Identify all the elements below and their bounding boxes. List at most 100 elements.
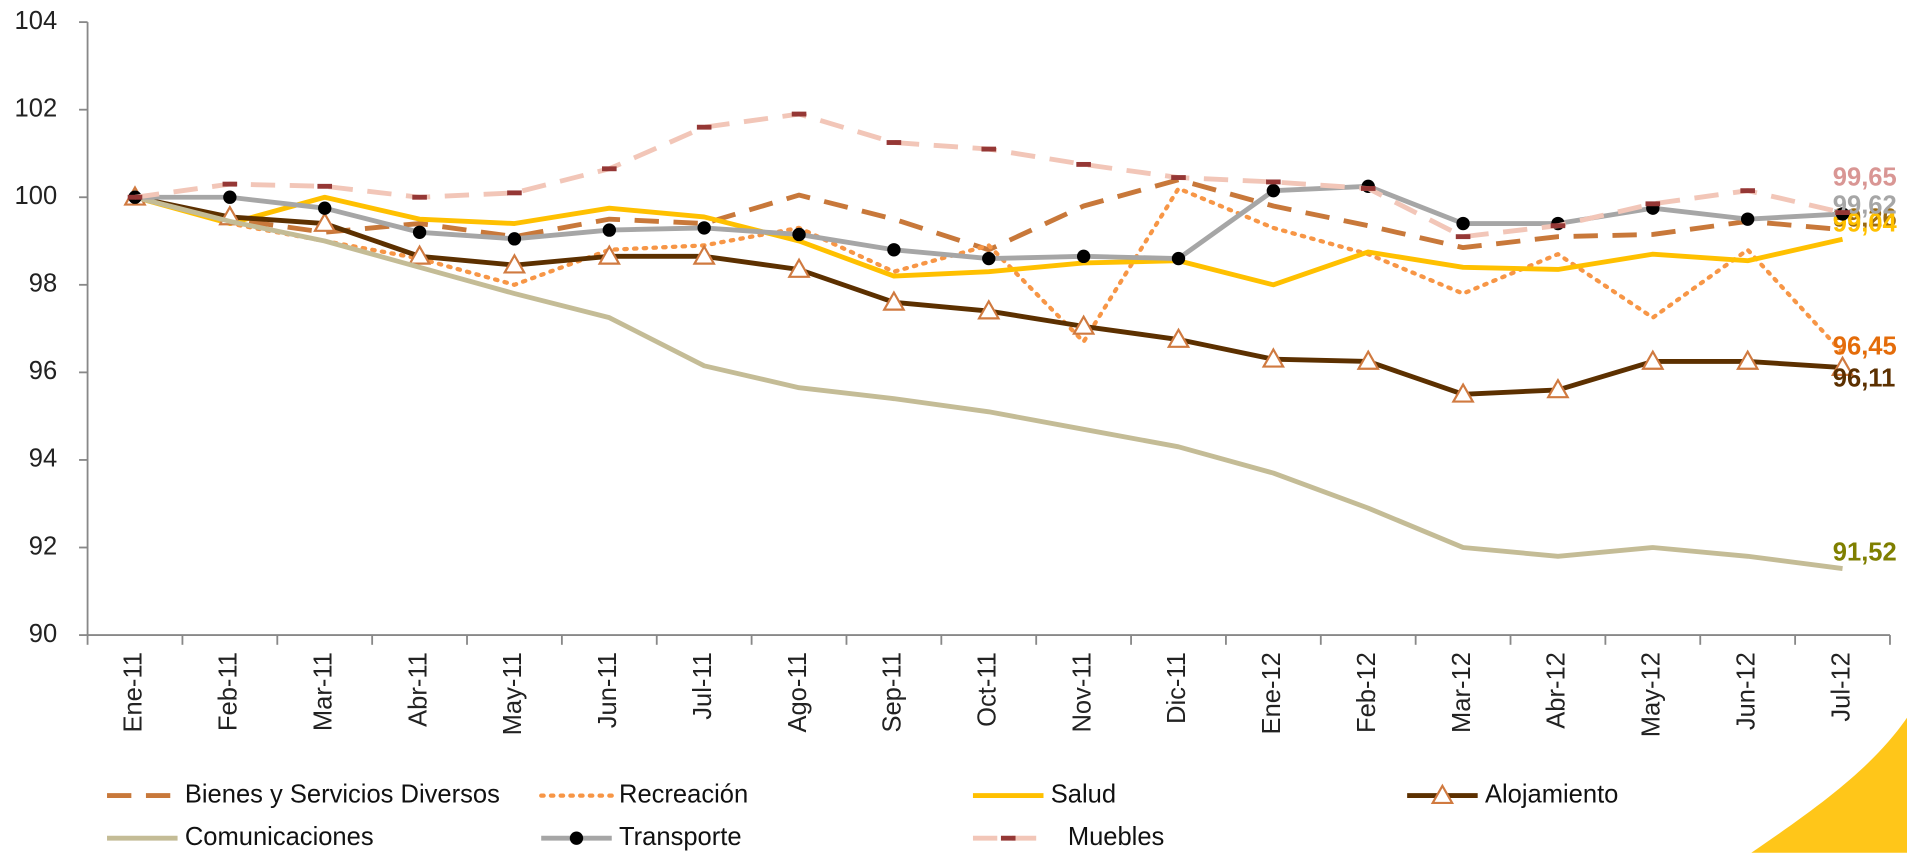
marker-dash [791,111,807,117]
legend-item: Alojamiento [1407,780,1618,808]
marker-triangle [1546,377,1570,399]
legend-item: Muebles [972,823,1164,851]
marker-circle [602,223,617,237]
marker-circle [1456,216,1470,231]
series-line [134,194,1844,288]
legend-label: Salud [1051,780,1116,808]
series-line [134,111,1844,240]
x-tick-label: Jun-11 [594,652,622,728]
x-tick-label: Dic-11 [1163,652,1191,724]
marker-triangle [1356,349,1380,370]
marker-dash [1171,175,1186,180]
y-tick-label: 94 [29,445,57,473]
marker-dash [1740,188,1755,194]
y-tick-label: 96 [29,357,57,385]
legend-label: Recreación [619,780,748,808]
marker-triangle [1641,349,1665,370]
marker-triangle [407,244,432,265]
x-tick-label: Abr-11 [404,652,432,727]
y-tick-label: 92 [29,532,57,560]
data-label: 96,45 [1833,333,1897,361]
legend-label: Alojamiento [1485,780,1618,808]
marker-circle [1076,249,1091,264]
data-label: 91,52 [1833,539,1897,567]
marker-triangle [787,257,811,278]
marker-triangle [882,290,906,311]
marker-dash [602,166,617,172]
series-line [134,177,1843,253]
marker-dash [317,183,333,189]
y-tick-label: 100 [15,182,58,210]
marker-triangle [502,253,527,274]
x-tick-label: Abr-12 [1543,652,1571,729]
legend-label: Comunicaciones [185,823,374,851]
marker-dash [886,140,902,145]
legend-item: Recreación [539,780,748,808]
x-tick-label: Jul-11 [689,652,717,720]
marker-triangle [1830,355,1855,376]
marker-triangle [597,244,621,265]
legend-item: Salud [972,780,1116,808]
data-label: 99,62 [1833,191,1897,219]
marker-triangle [977,299,1001,320]
x-tick-label: Jun-12 [1732,652,1760,730]
marker-triangle [1736,349,1760,370]
x-tick-label: Ene-11 [120,652,148,732]
marker-circle [1740,212,1755,226]
legend-label: Transporte [619,823,742,851]
marker-dash [1645,201,1661,207]
x-tick-label: Jul-12 [1827,652,1855,722]
marker-circle [792,227,806,242]
marker-dash [127,194,143,200]
marker-triangle [313,211,337,232]
marker-triangle [1072,314,1096,335]
marker-circle [318,201,332,215]
marker-circle [412,225,427,239]
x-tick-label: Ene-12 [1258,652,1286,734]
x-tick-label: Feb-11 [215,652,243,731]
marker-dash [1076,161,1091,167]
marker-triangle [1451,382,1475,403]
x-tick-label: May-11 [499,652,527,735]
y-tick-label: 102 [15,94,58,122]
x-tick-label: May-12 [1638,652,1666,737]
x-tick-label: Nov-11 [1068,652,1096,732]
series-line [134,194,1843,571]
marker-triangle [692,244,716,265]
marker-circle [1266,183,1281,198]
marker-circle [887,243,901,257]
marker-circle [569,831,584,845]
legend-item: Transporte [541,823,742,851]
x-tick-label: Sep-11 [879,652,907,732]
plot-area: 90 92 94 96 98 100 102 104 Ene-11 Feb-11 Mar-11 Abr… [15,7,1898,851]
marker-dash [1266,179,1281,185]
marker-dash [1550,223,1566,229]
legend-item: Comunicaciones [107,823,374,851]
y-tick-label: 98 [29,270,57,298]
x-tick-label: Feb-12 [1353,652,1381,733]
marker-triangle [1261,347,1285,368]
marker-dash [222,181,238,187]
marker-circle [697,221,711,235]
marker-dash [981,146,997,152]
marker-dash [412,194,427,200]
y-tick-label: 90 [29,620,57,648]
data-label: 99,65 [1833,163,1897,191]
y-tick-label: 104 [15,7,58,35]
legend-label: Bienes y Servicios Diversos [185,780,500,808]
marker-triangle [1430,783,1455,805]
marker-triangle [1166,327,1191,348]
x-tick-label: Ago-11 [784,652,812,732]
x-tick-label: Oct-11 [974,652,1002,727]
data-label: 96,11 [1833,364,1895,392]
marker-dash [696,124,712,130]
marker-dash [1835,210,1850,216]
marker-circle [982,251,996,266]
marker-circle [507,232,522,246]
legend-item: Bienes y Servicios Diversos [107,780,500,808]
x-tick-label: Mar-11 [309,652,337,731]
marker-dash [1360,186,1376,191]
marker-dash [1455,234,1471,240]
marker-dash [507,190,522,196]
